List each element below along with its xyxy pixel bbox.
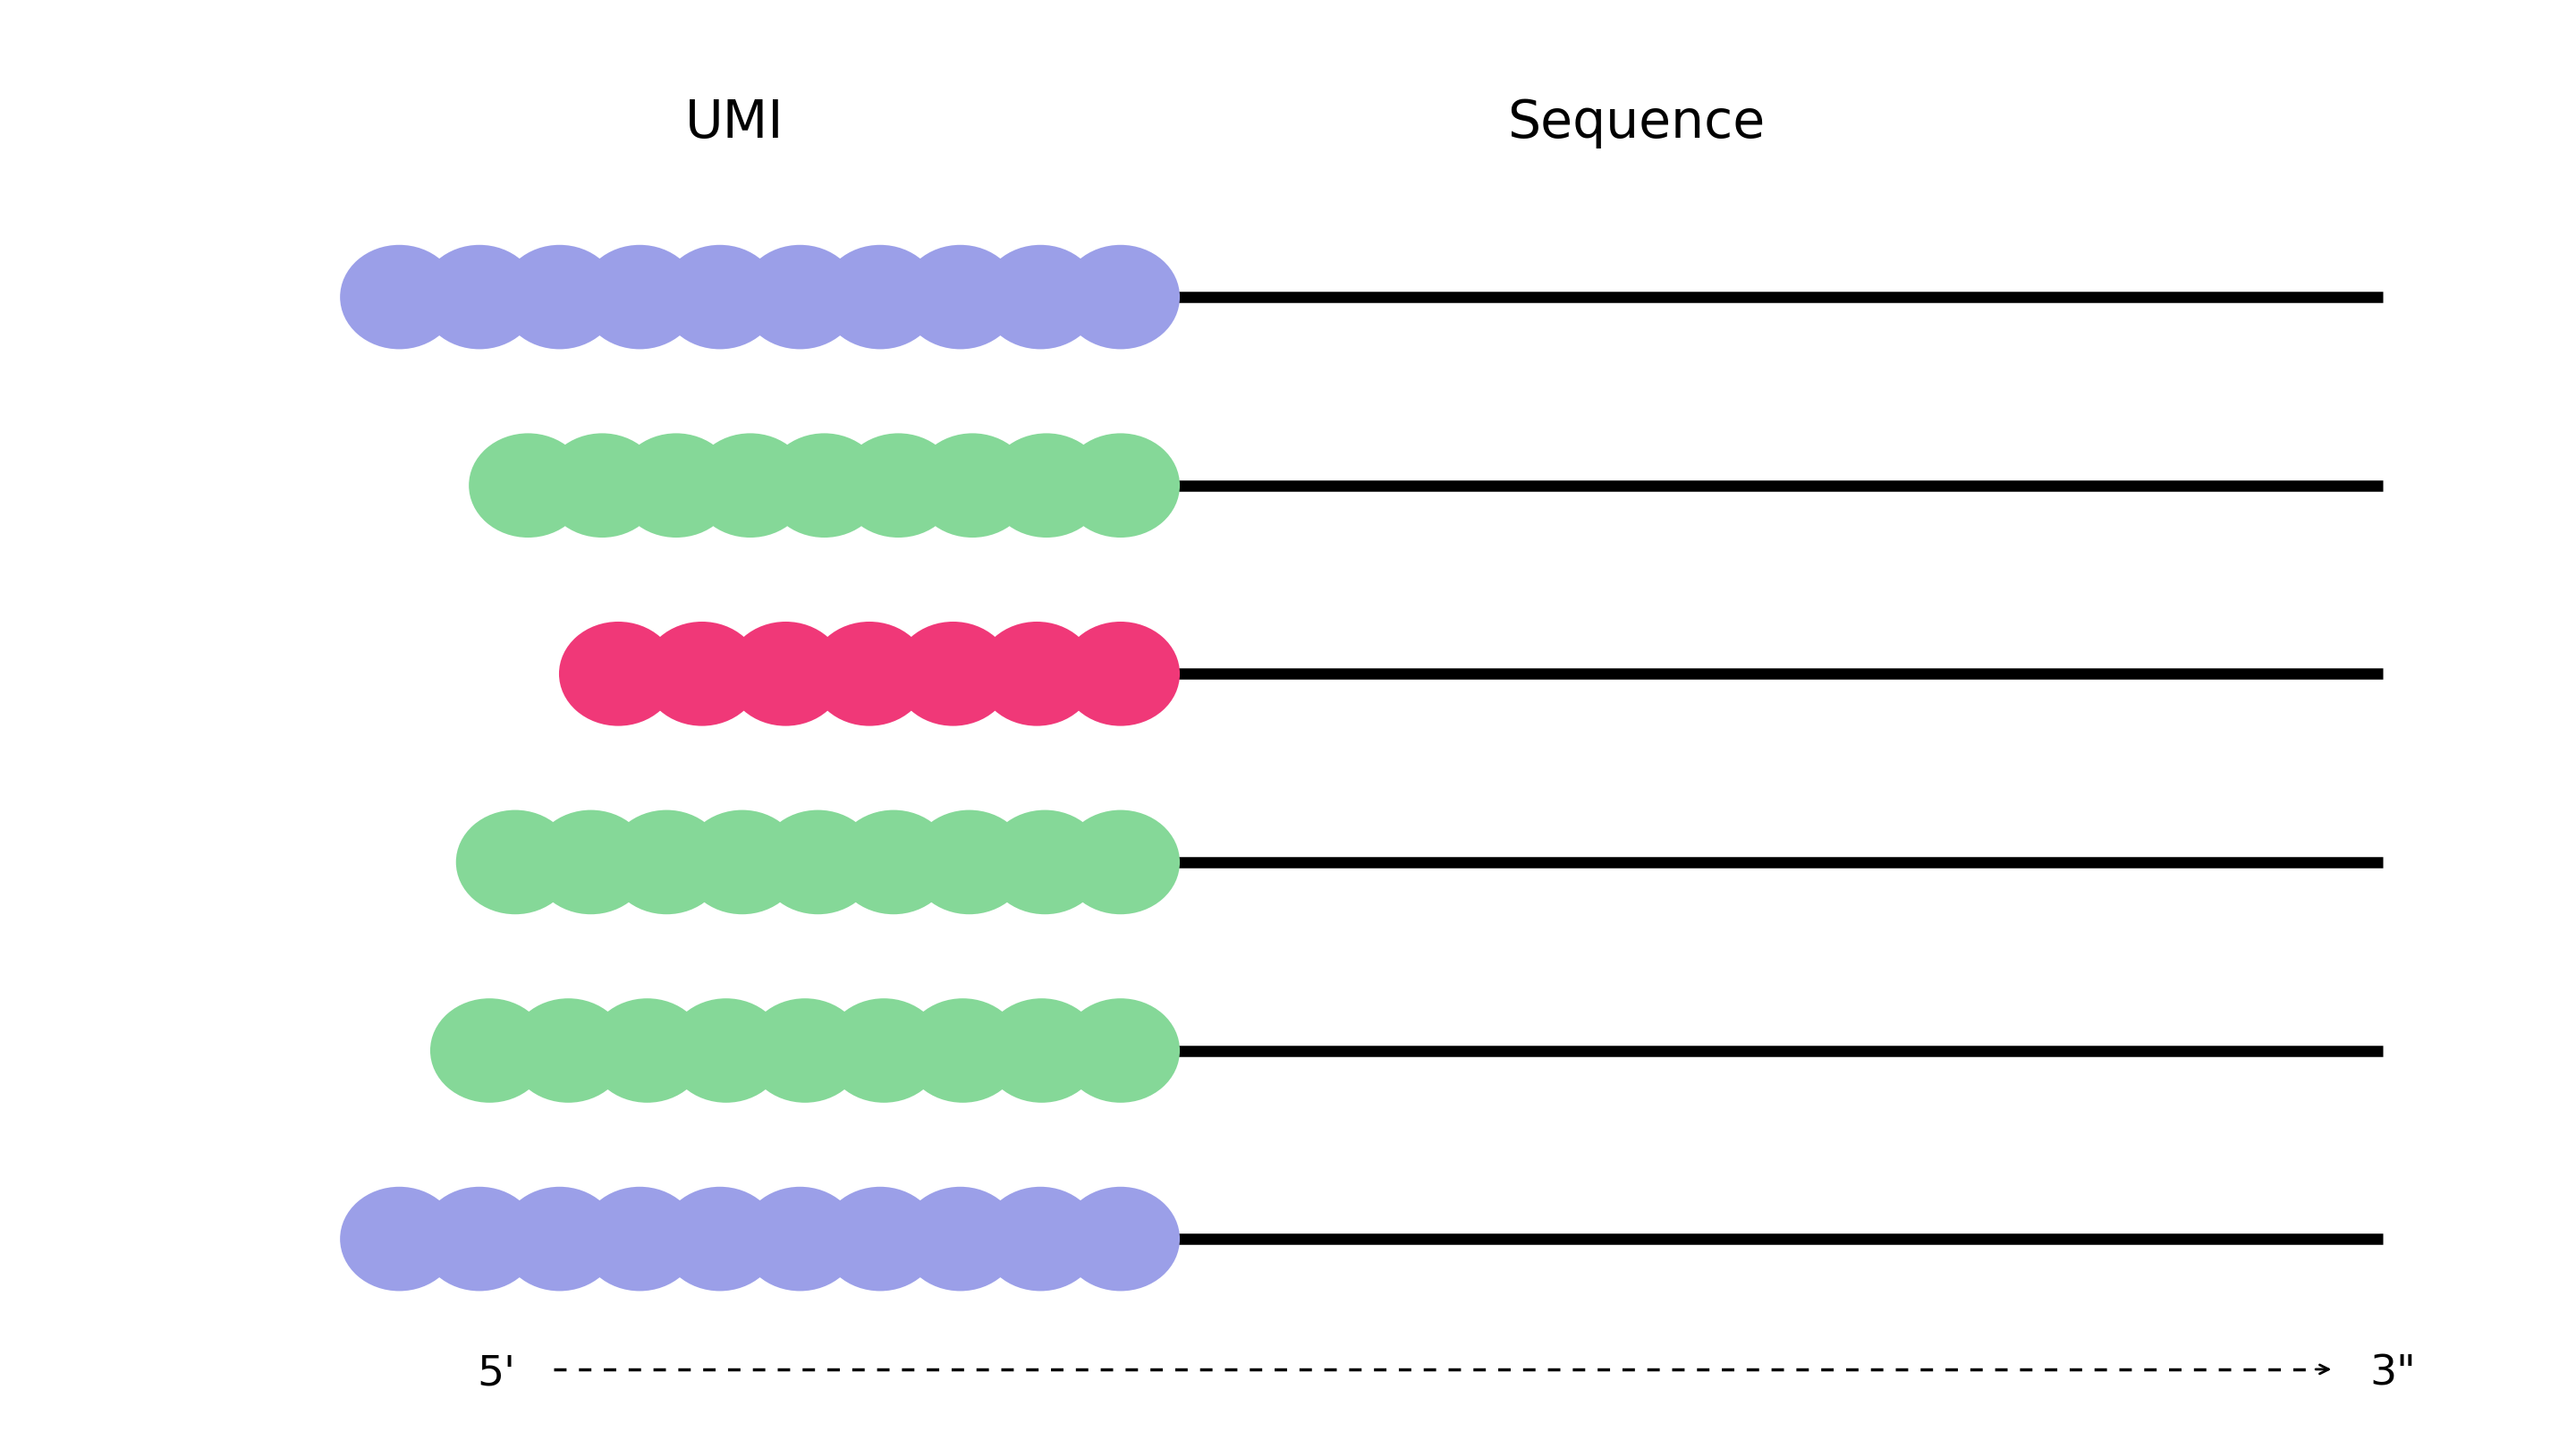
Ellipse shape xyxy=(894,622,1012,726)
Ellipse shape xyxy=(909,810,1028,914)
Ellipse shape xyxy=(690,433,809,538)
Ellipse shape xyxy=(822,1187,940,1291)
Ellipse shape xyxy=(981,998,1100,1103)
Ellipse shape xyxy=(981,245,1100,349)
Ellipse shape xyxy=(981,1187,1100,1291)
Ellipse shape xyxy=(1061,998,1180,1103)
Ellipse shape xyxy=(1061,810,1180,914)
Ellipse shape xyxy=(840,433,958,538)
Ellipse shape xyxy=(659,1187,778,1291)
Ellipse shape xyxy=(420,245,538,349)
Ellipse shape xyxy=(667,998,786,1103)
Ellipse shape xyxy=(822,245,940,349)
Ellipse shape xyxy=(608,810,726,914)
Ellipse shape xyxy=(456,810,574,914)
Ellipse shape xyxy=(644,622,762,726)
Ellipse shape xyxy=(430,998,549,1103)
Ellipse shape xyxy=(340,245,459,349)
Ellipse shape xyxy=(580,1187,698,1291)
Ellipse shape xyxy=(1061,1187,1180,1291)
Ellipse shape xyxy=(531,810,649,914)
Text: Sequence: Sequence xyxy=(1507,97,1765,149)
Ellipse shape xyxy=(469,433,587,538)
Ellipse shape xyxy=(824,998,943,1103)
Ellipse shape xyxy=(587,998,706,1103)
Ellipse shape xyxy=(742,245,860,349)
Text: 3": 3" xyxy=(2370,1353,2416,1394)
Ellipse shape xyxy=(811,622,930,726)
Ellipse shape xyxy=(742,1187,860,1291)
Ellipse shape xyxy=(659,245,778,349)
Ellipse shape xyxy=(340,1187,459,1291)
Ellipse shape xyxy=(987,810,1105,914)
Ellipse shape xyxy=(500,245,618,349)
Text: UMI: UMI xyxy=(685,97,783,149)
Ellipse shape xyxy=(510,998,629,1103)
Ellipse shape xyxy=(683,810,801,914)
Ellipse shape xyxy=(835,810,953,914)
Ellipse shape xyxy=(420,1187,538,1291)
Ellipse shape xyxy=(914,433,1030,538)
Ellipse shape xyxy=(1061,433,1180,538)
Ellipse shape xyxy=(500,1187,618,1291)
Ellipse shape xyxy=(987,433,1105,538)
Ellipse shape xyxy=(765,433,884,538)
Ellipse shape xyxy=(580,245,698,349)
Ellipse shape xyxy=(559,622,677,726)
Ellipse shape xyxy=(618,433,737,538)
Ellipse shape xyxy=(757,810,876,914)
Ellipse shape xyxy=(1061,245,1180,349)
Ellipse shape xyxy=(726,622,845,726)
Ellipse shape xyxy=(1061,622,1180,726)
Text: 5': 5' xyxy=(477,1353,515,1394)
Ellipse shape xyxy=(747,998,866,1103)
Ellipse shape xyxy=(904,998,1023,1103)
Ellipse shape xyxy=(902,1187,1020,1291)
Ellipse shape xyxy=(976,622,1095,726)
Ellipse shape xyxy=(544,433,662,538)
Ellipse shape xyxy=(902,245,1020,349)
